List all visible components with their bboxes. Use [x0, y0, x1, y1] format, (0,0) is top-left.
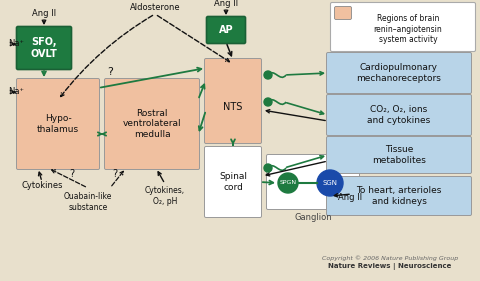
Text: Cytokines,
O₂, pH: Cytokines, O₂, pH — [145, 186, 185, 206]
Text: Nature Reviews | Neuroscience: Nature Reviews | Neuroscience — [328, 264, 452, 271]
Circle shape — [317, 170, 343, 196]
Circle shape — [264, 98, 272, 106]
Text: SPGN: SPGN — [279, 180, 297, 185]
Text: Aldosterone: Aldosterone — [130, 3, 180, 12]
Text: Spinal
cord: Spinal cord — [219, 172, 247, 192]
Circle shape — [264, 164, 272, 172]
Text: Ang II: Ang II — [338, 194, 362, 203]
Text: Cardiopulmonary
mechanoreceptors: Cardiopulmonary mechanoreceptors — [357, 63, 442, 83]
Text: Regions of brain
renin–angiotensin
system activity: Regions of brain renin–angiotensin syste… — [373, 14, 443, 44]
FancyBboxPatch shape — [326, 94, 471, 135]
Text: Na⁺: Na⁺ — [8, 40, 24, 49]
FancyBboxPatch shape — [16, 26, 72, 69]
Text: Ganglion: Ganglion — [294, 214, 332, 223]
Text: To heart, arterioles
and kidneys: To heart, arterioles and kidneys — [356, 186, 442, 206]
Text: Cytokines: Cytokines — [21, 182, 63, 191]
Circle shape — [264, 71, 272, 79]
Text: SFO,
OVLT: SFO, OVLT — [31, 37, 58, 59]
Text: Ang II: Ang II — [214, 0, 238, 8]
Text: Tissue
metabolites: Tissue metabolites — [372, 145, 426, 165]
FancyBboxPatch shape — [326, 53, 471, 94]
Text: NTS: NTS — [223, 102, 243, 112]
Text: ?: ? — [112, 169, 118, 179]
FancyBboxPatch shape — [204, 58, 262, 144]
Text: Ouabain-like
substance: Ouabain-like substance — [64, 192, 112, 212]
Text: SGN: SGN — [323, 180, 337, 186]
FancyBboxPatch shape — [326, 176, 471, 216]
Text: Ang II: Ang II — [32, 10, 56, 19]
Text: Copyright © 2006 Nature Publishing Group: Copyright © 2006 Nature Publishing Group — [322, 255, 458, 261]
Text: Hypo-
thalamus: Hypo- thalamus — [37, 114, 79, 134]
FancyBboxPatch shape — [331, 3, 476, 51]
FancyBboxPatch shape — [105, 78, 200, 169]
Text: ?: ? — [107, 67, 113, 77]
Text: ?: ? — [70, 169, 74, 179]
Text: AP: AP — [219, 25, 233, 35]
FancyBboxPatch shape — [326, 137, 471, 173]
FancyBboxPatch shape — [16, 78, 99, 169]
Text: CO₂, O₂, ions
and cytokines: CO₂, O₂, ions and cytokines — [367, 105, 431, 125]
FancyBboxPatch shape — [266, 155, 360, 210]
FancyBboxPatch shape — [335, 6, 351, 19]
FancyBboxPatch shape — [206, 17, 245, 44]
Circle shape — [278, 173, 298, 193]
FancyBboxPatch shape — [204, 146, 262, 217]
Text: Na⁺: Na⁺ — [8, 87, 24, 96]
Text: Rostral
ventrolateral
medulla: Rostral ventrolateral medulla — [123, 109, 181, 139]
